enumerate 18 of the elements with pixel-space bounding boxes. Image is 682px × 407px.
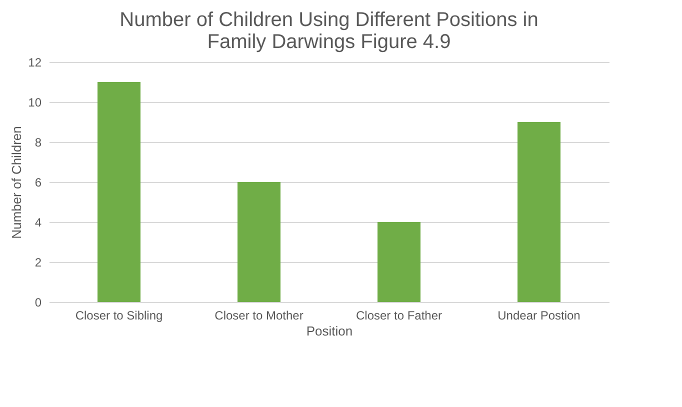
y-tick-label: 12 — [28, 56, 42, 70]
y-tick-label: 2 — [34, 256, 42, 270]
x-axis-title: Position — [306, 324, 353, 338]
bar — [238, 182, 280, 302]
x-tick-label: Closer to Father — [356, 308, 442, 322]
x-tick-label: Closer to Sibling — [75, 308, 163, 322]
bar — [378, 222, 420, 302]
y-tick-label: 8 — [34, 136, 42, 150]
y-tick-label: 4 — [34, 216, 42, 230]
y-tick-label: 10 — [28, 96, 42, 110]
bar — [518, 122, 560, 302]
x-tick-label: Closer to Mother — [214, 308, 304, 322]
bar — [98, 82, 140, 302]
y-tick-label: 6 — [34, 176, 42, 190]
chart-title: Number of Children Using Different Positions in Family Darwings Figure 4.9 — [120, 9, 538, 53]
x-tick-label: Undear Postion — [498, 308, 580, 322]
y-axis-title: Number of Children — [9, 126, 24, 239]
y-tick-label: 0 — [34, 296, 42, 310]
